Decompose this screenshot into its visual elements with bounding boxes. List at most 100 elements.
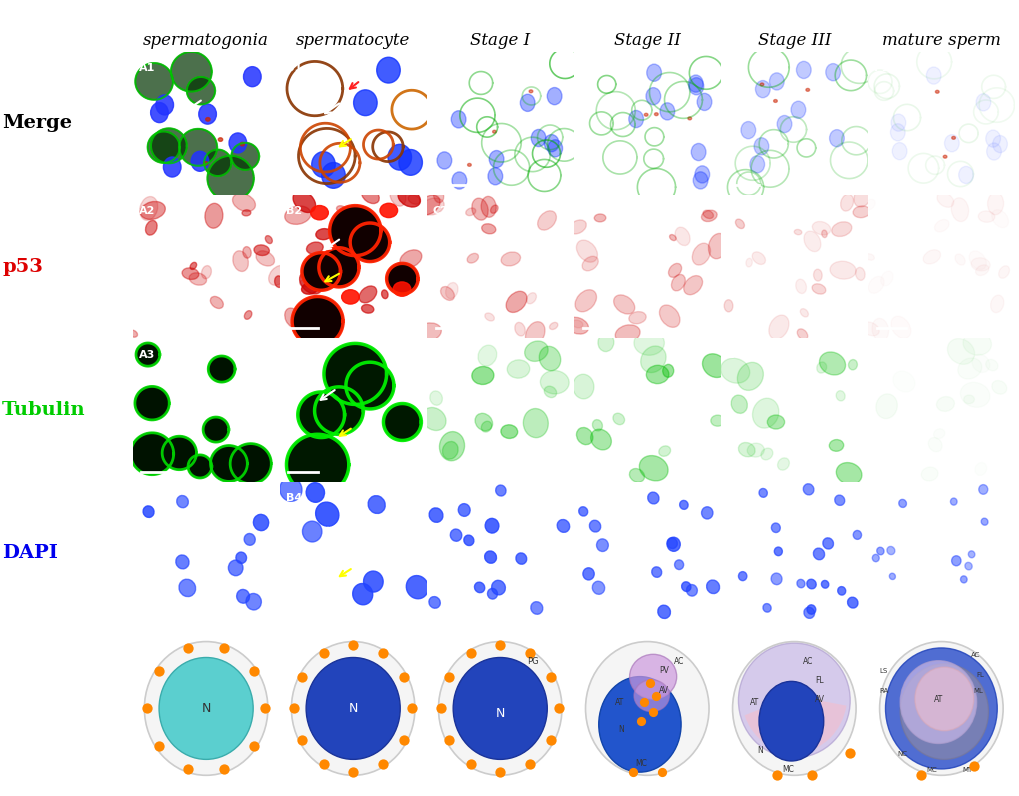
Ellipse shape [151, 103, 168, 123]
Point [463, 757, 479, 770]
Ellipse shape [702, 210, 712, 219]
Ellipse shape [253, 514, 268, 531]
Text: N: N [348, 702, 358, 715]
Ellipse shape [629, 311, 645, 324]
Ellipse shape [686, 584, 697, 596]
Ellipse shape [613, 295, 634, 314]
Ellipse shape [464, 535, 474, 545]
Point [179, 763, 196, 775]
Ellipse shape [478, 345, 496, 366]
Ellipse shape [803, 484, 813, 495]
Ellipse shape [397, 189, 420, 207]
Ellipse shape [812, 548, 823, 560]
Polygon shape [324, 343, 386, 404]
Text: Merge: Merge [2, 115, 72, 132]
Ellipse shape [321, 162, 345, 189]
Polygon shape [187, 455, 212, 478]
Ellipse shape [768, 315, 788, 339]
Text: NC: NC [897, 751, 906, 757]
Ellipse shape [491, 580, 504, 595]
Point [521, 647, 537, 660]
Text: MC: MC [926, 767, 936, 773]
Ellipse shape [242, 210, 251, 216]
Ellipse shape [449, 529, 462, 541]
Ellipse shape [753, 138, 768, 155]
Ellipse shape [415, 323, 441, 341]
Ellipse shape [235, 552, 247, 564]
Ellipse shape [960, 576, 966, 583]
Text: D3: D3 [579, 349, 596, 360]
Ellipse shape [302, 283, 318, 295]
Ellipse shape [654, 113, 657, 115]
Ellipse shape [706, 580, 718, 594]
Ellipse shape [693, 172, 707, 189]
Ellipse shape [687, 117, 691, 120]
Point [463, 647, 479, 660]
Ellipse shape [481, 224, 495, 234]
Polygon shape [302, 252, 340, 291]
Ellipse shape [659, 305, 680, 327]
Ellipse shape [679, 501, 688, 509]
Ellipse shape [380, 203, 397, 217]
Polygon shape [210, 446, 248, 482]
Ellipse shape [523, 408, 548, 438]
Ellipse shape [354, 90, 377, 115]
Ellipse shape [291, 642, 415, 775]
Ellipse shape [467, 253, 478, 263]
Ellipse shape [768, 73, 784, 90]
Ellipse shape [362, 188, 379, 204]
Point [139, 702, 155, 715]
Ellipse shape [376, 57, 399, 83]
Text: AC: AC [970, 653, 979, 658]
Ellipse shape [300, 271, 322, 294]
Ellipse shape [852, 530, 861, 540]
Polygon shape [319, 248, 359, 287]
Ellipse shape [544, 135, 558, 152]
Ellipse shape [306, 482, 324, 502]
Point [653, 766, 669, 778]
Ellipse shape [811, 221, 829, 235]
Ellipse shape [662, 365, 674, 377]
Ellipse shape [675, 227, 690, 246]
Text: spermatogonia: spermatogonia [143, 32, 269, 49]
Text: PV: PV [658, 666, 668, 676]
Text: A2: A2 [139, 206, 155, 217]
Text: mature sperm: mature sperm [881, 32, 1000, 49]
Point [644, 705, 660, 718]
Ellipse shape [596, 539, 607, 552]
Ellipse shape [855, 267, 864, 280]
Ellipse shape [752, 398, 779, 428]
Ellipse shape [710, 415, 723, 426]
Ellipse shape [436, 152, 451, 169]
Ellipse shape [452, 657, 547, 759]
Ellipse shape [487, 168, 502, 185]
Ellipse shape [145, 642, 268, 775]
Ellipse shape [475, 413, 492, 431]
Ellipse shape [159, 657, 253, 759]
Ellipse shape [760, 448, 772, 460]
Ellipse shape [639, 455, 667, 481]
Ellipse shape [368, 496, 385, 513]
Ellipse shape [547, 88, 561, 105]
Ellipse shape [944, 135, 958, 152]
Text: N: N [757, 746, 762, 755]
Ellipse shape [891, 114, 905, 131]
Text: PG: PG [526, 657, 538, 666]
Text: AC: AC [674, 657, 684, 666]
Polygon shape [171, 52, 212, 92]
Ellipse shape [585, 642, 708, 775]
Ellipse shape [592, 419, 602, 431]
Polygon shape [345, 362, 393, 409]
Point [440, 734, 457, 747]
Ellipse shape [892, 142, 906, 160]
Ellipse shape [836, 462, 861, 485]
Ellipse shape [381, 290, 387, 298]
Ellipse shape [392, 282, 411, 296]
Ellipse shape [284, 308, 301, 328]
Ellipse shape [800, 309, 808, 317]
Ellipse shape [279, 478, 302, 501]
Ellipse shape [359, 286, 376, 302]
Point [150, 739, 166, 752]
Ellipse shape [505, 291, 527, 313]
Ellipse shape [539, 346, 560, 371]
